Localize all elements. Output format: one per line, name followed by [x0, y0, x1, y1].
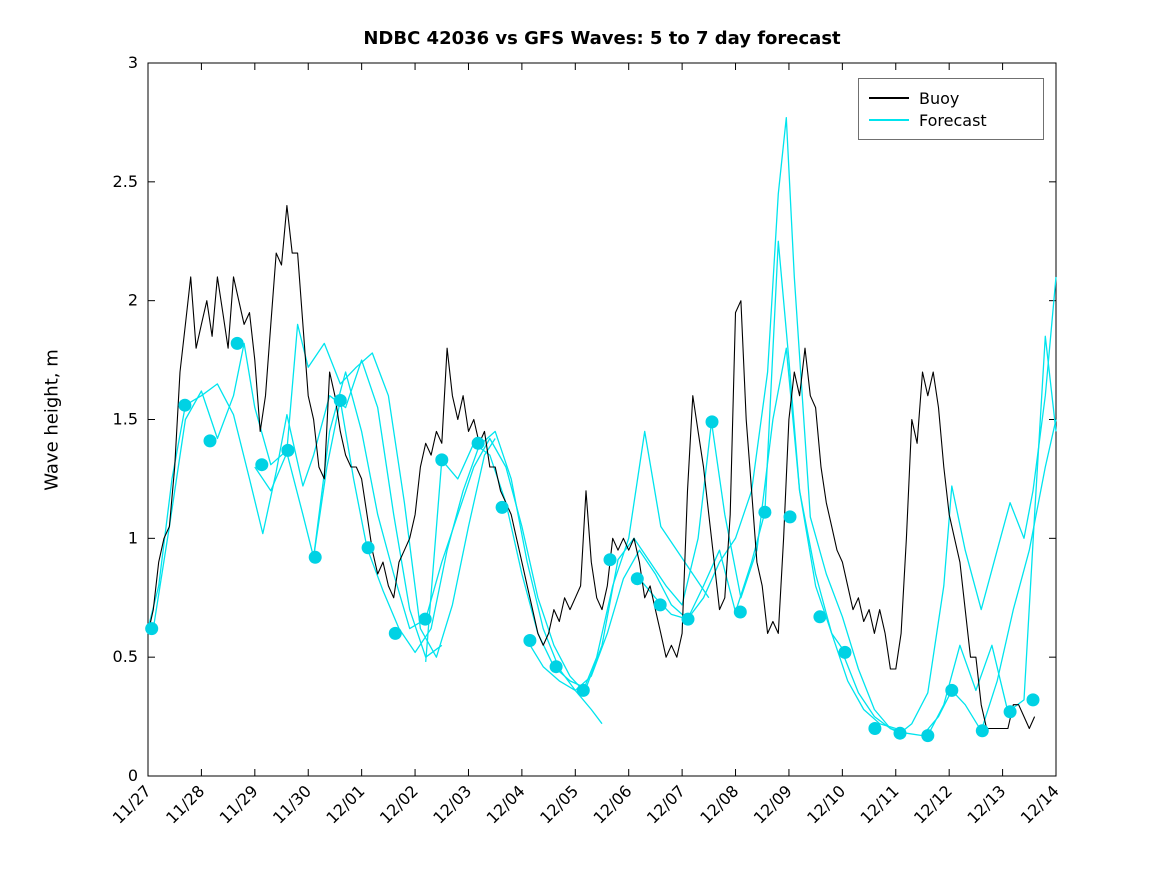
forecast-line	[526, 240, 896, 730]
forecast-marker	[576, 683, 590, 697]
y-tick-label: 1	[128, 528, 138, 547]
x-tick-label: 12/14	[1017, 781, 1063, 827]
legend-line-swatch	[869, 119, 909, 121]
forecast-line	[638, 117, 1057, 737]
legend-label: Forecast	[919, 110, 987, 130]
forecast-line	[927, 335, 1057, 736]
legend: Buoy Forecast	[858, 78, 1044, 140]
forecast-marker	[921, 729, 935, 743]
y-axis-label: Wave height, m	[41, 349, 63, 491]
y-tick-label: 2	[128, 291, 138, 310]
forecast-marker	[653, 598, 667, 612]
x-tick-label: 12/02	[376, 781, 422, 827]
forecast-marker	[893, 726, 907, 740]
forecast-marker	[523, 634, 537, 647]
legend-line-swatch	[869, 97, 909, 99]
forecast-marker	[145, 622, 159, 636]
forecast-marker	[333, 394, 347, 407]
x-tick-label: 12/11	[857, 781, 903, 827]
forecast-marker	[783, 510, 797, 524]
x-tick-label: 12/06	[589, 781, 635, 827]
forecast-line	[425, 347, 846, 689]
forecast-marker	[203, 434, 217, 448]
y-tick-label: 1.5	[113, 410, 138, 429]
x-tick-label: 12/10	[803, 781, 849, 827]
forecast-marker	[308, 550, 322, 564]
forecast-marker	[813, 610, 827, 624]
forecast-marker	[630, 572, 644, 586]
x-tick-label: 11/27	[109, 781, 155, 827]
x-tick-label: 12/05	[536, 781, 582, 827]
x-tick-label: 12/09	[750, 781, 796, 827]
y-tick-label: 0	[128, 766, 138, 785]
legend-label: Buoy	[919, 88, 960, 108]
forecast-marker	[230, 336, 244, 350]
forecast-marker	[1003, 705, 1017, 719]
y-tick-label: 3	[128, 53, 138, 72]
forecast-marker	[733, 605, 747, 619]
forecast-marker	[868, 722, 882, 735]
chart-title: NDBC 42036 vs GFS Waves: 5 to 7 day fore…	[363, 28, 841, 49]
buoy-line	[147, 205, 1036, 730]
x-tick-label: 12/08	[696, 781, 742, 827]
x-tick-label: 12/01	[322, 781, 368, 827]
forecast-marker	[758, 505, 772, 519]
axis-box	[147, 62, 1057, 777]
forecast-marker	[945, 683, 959, 697]
x-tick-label: 12/04	[483, 781, 529, 827]
x-tick-label: 12/12	[910, 781, 956, 827]
forecast-marker	[361, 541, 375, 555]
y-tick-label: 2.5	[113, 172, 138, 191]
forecast-marker	[418, 612, 432, 626]
forecast-marker	[838, 645, 852, 659]
forecast-marker	[178, 398, 192, 412]
forecast-marker	[495, 500, 509, 514]
forecast-line	[841, 276, 1057, 734]
x-tick-label: 12/07	[643, 781, 689, 827]
forecast-line	[312, 371, 710, 692]
x-tick-label: 11/28	[162, 781, 208, 827]
x-tick-label: 11/30	[269, 781, 315, 827]
forecast-marker	[388, 626, 402, 640]
forecast-marker	[435, 453, 449, 467]
legend-item: Buoy	[869, 87, 1043, 109]
forecast-marker	[975, 724, 989, 738]
forecast-marker	[549, 660, 563, 674]
forecast-marker	[255, 458, 269, 472]
forecast-line	[147, 359, 443, 658]
forecast-marker	[471, 436, 485, 450]
forecast-marker	[603, 553, 617, 567]
forecast-marker	[1026, 693, 1040, 707]
x-tick-label: 12/03	[429, 781, 475, 827]
y-tick-label: 0.5	[113, 647, 138, 666]
forecast-marker	[705, 415, 719, 429]
x-tick-label: 11/29	[216, 781, 262, 827]
x-tick-label: 12/13	[963, 781, 1009, 827]
forecast-line	[254, 399, 603, 725]
legend-item: Forecast	[869, 109, 1043, 131]
forecast-marker	[681, 612, 695, 626]
forecast-line	[152, 323, 496, 658]
forecast-marker	[281, 443, 295, 457]
